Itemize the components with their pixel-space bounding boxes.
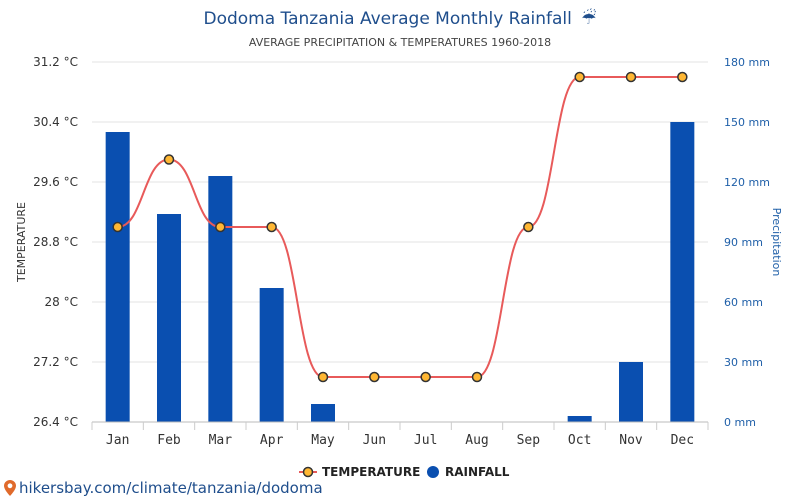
y-right-tick-label: 60 mm <box>724 296 763 309</box>
legend-temperature-marker <box>302 466 314 478</box>
temperature-points <box>112 71 688 383</box>
rainfall-bars <box>105 122 695 422</box>
y-left-tick-label: 29.6 °C <box>33 175 78 189</box>
x-tick-label: May <box>311 433 335 448</box>
y-left-tick-label: 30.4 °C <box>33 115 78 129</box>
legend-item-temperature[interactable]: TEMPERATURE <box>299 465 420 479</box>
legend-item-rainfall[interactable]: RAINFALL <box>427 465 510 479</box>
y-right-tick-label: 0 mm <box>724 416 756 429</box>
legend-temperature-label: TEMPERATURE <box>322 465 420 479</box>
legend-rainfall-marker <box>427 466 439 478</box>
x-tick-label: Aug <box>465 433 488 448</box>
rainfall-bar-jan[interactable] <box>105 132 130 422</box>
rainfall-bar-apr[interactable] <box>259 288 284 422</box>
grid-lines <box>92 61 708 423</box>
temperature-point-sep[interactable] <box>523 221 534 233</box>
temperature-line <box>117 75 683 378</box>
y-right-tick-label: 120 mm <box>724 176 770 189</box>
temperature-point-apr[interactable] <box>266 221 277 233</box>
x-axis: Jan Feb Mar Apr May Jun Jul Aug Sep Oct Nov Dec <box>91 421 709 448</box>
legend-rainfall-label: RAINFALL <box>445 465 510 479</box>
rainfall-bar-dec[interactable] <box>670 122 695 422</box>
y-left-tick-label: 28.8 °C <box>33 235 78 249</box>
rainfall-bar-nov[interactable] <box>619 362 643 422</box>
y-axis-right-title: Precipitation <box>770 208 783 277</box>
rainfall-bar-feb[interactable] <box>157 214 181 422</box>
x-tick-label: Feb <box>157 433 181 448</box>
chart-subtitle: AVERAGE PRECIPITATION & TEMPERATURES 196… <box>249 36 551 49</box>
x-tick-label: Jul <box>414 433 437 448</box>
source-link[interactable]: hikersbay.com/climate/tanzania/dodoma <box>4 479 323 497</box>
source-url[interactable]: hikersbay.com/climate/tanzania/dodoma <box>19 479 323 497</box>
rainfall-bar-mar[interactable] <box>208 176 233 422</box>
y-axis-left-title: TEMPERATURE <box>15 202 28 283</box>
location-pin-icon <box>4 480 16 496</box>
y-right-tick-label: 90 mm <box>724 236 763 249</box>
rainfall-bar-oct[interactable] <box>567 416 592 422</box>
temperature-point-jul[interactable] <box>420 371 431 383</box>
temperature-point-jan[interactable] <box>112 221 123 233</box>
chart-title: Dodoma Tanzania Average Monthly Rainfall… <box>203 8 596 29</box>
y-left-tick-label: 28 °C <box>45 295 78 309</box>
temperature-point-may[interactable] <box>317 371 329 383</box>
y-left-tick-label: 26.4 °C <box>33 415 78 429</box>
y-axis-left: 26.4 °C 27.2 °C 28 °C 28.8 °C 29.6 °C 30.4 °C… <box>33 55 78 429</box>
y-left-tick-label: 31.2 °C <box>33 55 78 69</box>
temperature-point-nov[interactable] <box>625 71 637 83</box>
rainfall-bar-may[interactable] <box>311 404 335 422</box>
temperature-point-oct[interactable] <box>574 71 585 83</box>
x-tick-label: Dec <box>671 433 694 448</box>
legend: TEMPERATURE RAINFALL <box>299 465 510 479</box>
temperature-point-mar[interactable] <box>215 221 226 233</box>
x-tick-label: Nov <box>619 433 643 448</box>
y-right-tick-label: 180 mm <box>724 56 770 69</box>
x-tick-label: Oct <box>568 433 591 448</box>
x-tick-label: Jun <box>363 433 386 448</box>
x-tick-label: Jan <box>106 433 129 448</box>
temperature-point-aug[interactable] <box>471 371 483 383</box>
temperature-point-dec[interactable] <box>677 71 688 83</box>
y-left-tick-label: 27.2 °C <box>33 355 78 369</box>
umbrella-rain-icon: ☔ <box>581 8 596 29</box>
x-tick-label: Apr <box>260 433 284 448</box>
y-right-tick-label: 30 mm <box>724 356 763 369</box>
temperature-point-feb[interactable] <box>163 154 175 165</box>
temperature-point-jun[interactable] <box>369 371 380 383</box>
y-axis-right: 0 mm 30 mm 60 mm 90 mm 120 mm 150 mm 180 mm <box>724 56 770 429</box>
x-tick-label: Sep <box>517 433 541 448</box>
x-tick-label: Mar <box>209 433 233 448</box>
y-right-tick-label: 150 mm <box>724 116 770 129</box>
